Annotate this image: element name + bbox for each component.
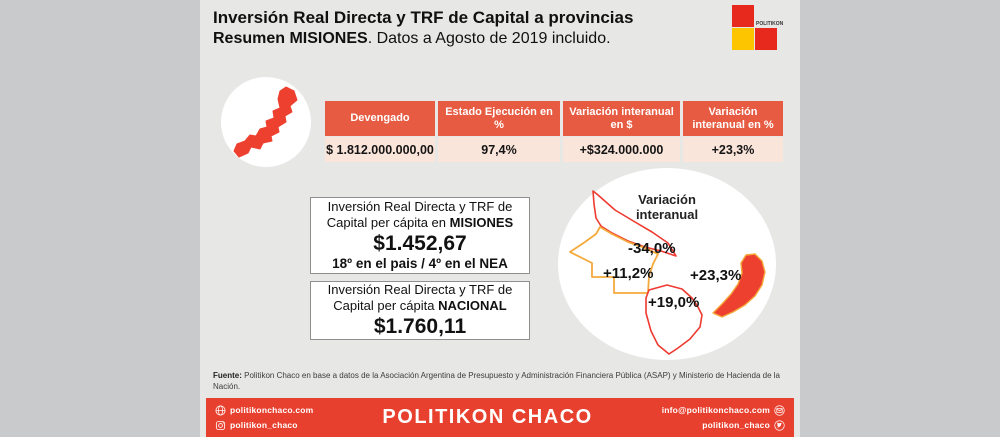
- source-label: Fuente:: [213, 371, 242, 380]
- misiones-shape: [712, 253, 766, 318]
- cell-variacion-pct: +23,3%: [683, 137, 783, 162]
- source-note: Fuente: Politikon Chaco en base a datos …: [213, 370, 785, 392]
- footer-left-links: politikonchaco.com politikon_chaco: [215, 405, 313, 431]
- map-title-line2: interanual: [635, 207, 699, 222]
- map-title-line1: Variación: [638, 192, 696, 207]
- label-chaco-value: +11,2%: [603, 265, 654, 282]
- map-title: Variación interanual: [607, 192, 727, 222]
- percapita-misiones-line1: Inversión Real Directa y TRF de: [327, 199, 513, 214]
- misiones-silhouette-icon: [233, 86, 298, 158]
- mail-icon: [774, 404, 785, 416]
- footer-instagram: politikon_chaco: [230, 420, 298, 430]
- twitter-icon: [774, 419, 785, 431]
- logo-square-yellow: [732, 28, 754, 50]
- label-formosa-value: -34,0%: [628, 240, 676, 257]
- page-title: Inversión Real Directa y TRF de Capital …: [213, 8, 634, 27]
- cell-devengado: $ 1.812.000.000,00: [325, 137, 435, 162]
- percapita-misiones-value: $1.452,67: [373, 232, 467, 255]
- label-misiones-value: +23,3%: [690, 267, 742, 284]
- politikon-logo: POLITIKON: [732, 4, 784, 52]
- page-subtitle: Resumen MISIONES. Datos a Agosto de 2019…: [213, 30, 713, 48]
- col-header-estado-ejecucion: Estado Ejecución en %: [438, 101, 560, 136]
- percapita-misiones-line2-bold: MISIONES: [449, 215, 514, 230]
- percapita-nacional-line2-prefix: Capital per cápita: [333, 298, 439, 313]
- col-header-variacion-pesos: Variación interanual en $: [563, 101, 680, 136]
- cell-estado-ejecucion: 97,4%: [438, 137, 560, 162]
- footer-email-row: info@politikonchaco.com: [661, 404, 785, 416]
- infographic-card: Inversión Real Directa y TRF de Capital …: [200, 0, 800, 437]
- footer-twitter-row: politikon_chaco: [662, 419, 785, 431]
- percapita-nacional-line2-bold: NACIONAL: [438, 298, 507, 313]
- col-header-devengado: Devengado: [325, 101, 435, 136]
- percapita-misiones-line2-prefix: Capital per cápita en: [326, 215, 450, 230]
- logo-square-red-right: [755, 28, 777, 50]
- summary-table: Devengado Estado Ejecución en % Variació…: [325, 101, 783, 162]
- percapita-misiones-rank: 18º en el pais / 4º en el NEA: [332, 256, 508, 271]
- subtitle-rest: . Datos a Agosto de 2019 incluido.: [367, 30, 611, 47]
- globe-icon: [215, 405, 226, 415]
- percapita-nacional-line2: Capital per cápita NACIONAL: [333, 298, 506, 314]
- subtitle-bold: Resumen MISIONES: [213, 30, 368, 47]
- percapita-misiones-box: Inversión Real Directa y TRF de Capital …: [310, 197, 530, 274]
- header-title-block: Inversión Real Directa y TRF de Capital …: [213, 8, 713, 48]
- logo-square-red-top: [732, 5, 754, 27]
- nea-provinces-map: [569, 190, 766, 355]
- logo-wordmark: POLITIKON: [756, 21, 784, 27]
- footer-email: info@politikonchaco.com: [661, 405, 770, 415]
- chaco-shape: [569, 226, 659, 294]
- misiones-province-badge: [221, 77, 311, 167]
- source-text: Politikon Chaco en base a datos de la As…: [213, 371, 780, 391]
- instagram-icon: [215, 420, 226, 430]
- col-header-variacion-pct: Variación interanual en %: [683, 101, 783, 136]
- percapita-nacional-box: Inversión Real Directa y TRF de Capital …: [310, 281, 530, 340]
- footer-instagram-row: politikon_chaco: [215, 420, 313, 431]
- footer-website: politikonchaco.com: [230, 405, 314, 415]
- footer-right-links: info@politikonchaco.com politikon_chaco: [661, 404, 785, 431]
- footer-website-row: politikonchaco.com: [215, 405, 313, 416]
- corrientes-shape: [645, 284, 703, 355]
- percapita-nacional-line1: Inversión Real Directa y TRF de: [327, 282, 513, 297]
- formosa-shape: [592, 190, 677, 257]
- footer-bar: politikonchaco.com politikon_chaco POLIT…: [206, 398, 794, 437]
- label-corrientes-value: +19,0%: [648, 294, 700, 311]
- footer-twitter: politikon_chaco: [702, 420, 770, 430]
- percapita-nacional-value: $1.760,11: [373, 315, 467, 338]
- footer-brand: POLITIKON CHACO: [382, 406, 593, 428]
- cell-variacion-pesos: +$324.000.000: [563, 137, 680, 162]
- percapita-misiones-line2: Capital per cápita en MISIONES: [327, 215, 513, 231]
